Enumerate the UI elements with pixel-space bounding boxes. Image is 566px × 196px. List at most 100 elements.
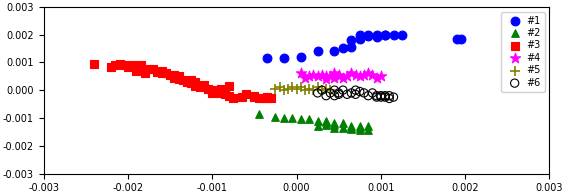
#3 — [263, 95, 272, 99]
#6 — [351, 93, 360, 96]
#1 — [372, 36, 381, 39]
#6 — [338, 89, 348, 92]
#4 — [351, 73, 360, 76]
#4 — [309, 73, 318, 76]
#5 — [309, 89, 318, 92]
#5 — [318, 89, 327, 92]
#3 — [187, 79, 196, 82]
#4 — [364, 72, 373, 75]
#3 — [191, 80, 200, 83]
Legend: #1, #2, #3, #4, #5, #6: #1, #2, #3, #4, #5, #6 — [501, 12, 544, 92]
#2 — [305, 118, 314, 121]
#3 — [182, 80, 191, 83]
#4 — [368, 73, 377, 76]
#2 — [355, 125, 365, 128]
#3 — [157, 69, 166, 72]
#2 — [347, 126, 356, 129]
#5 — [321, 87, 331, 90]
#4 — [355, 75, 365, 78]
#3 — [123, 65, 132, 68]
#6 — [372, 94, 381, 97]
#2 — [280, 116, 289, 120]
#2 — [338, 122, 348, 125]
#1 — [263, 57, 272, 60]
#3 — [136, 68, 145, 71]
#4 — [359, 73, 368, 76]
#3 — [174, 75, 183, 78]
#1 — [338, 47, 348, 50]
#2 — [364, 129, 373, 132]
#4 — [347, 72, 356, 75]
#2 — [321, 121, 331, 124]
#3 — [250, 94, 259, 97]
#6 — [330, 89, 339, 92]
#5 — [313, 86, 322, 89]
#3 — [250, 95, 259, 99]
#4 — [321, 75, 331, 78]
#1 — [347, 39, 356, 42]
#6 — [359, 91, 368, 94]
#3 — [204, 87, 213, 90]
#6 — [385, 94, 394, 97]
#4 — [372, 76, 381, 79]
#3 — [216, 87, 225, 90]
#2 — [313, 119, 322, 122]
#6 — [380, 94, 389, 97]
#6 — [368, 91, 377, 94]
#3 — [115, 62, 124, 65]
#1 — [372, 33, 381, 36]
#5 — [288, 86, 297, 89]
#3 — [258, 97, 267, 100]
#1 — [452, 37, 461, 40]
#2 — [313, 125, 322, 128]
#2 — [254, 112, 263, 115]
#2 — [321, 119, 331, 122]
#4 — [313, 75, 322, 78]
#5 — [280, 89, 289, 92]
#3 — [174, 77, 183, 81]
#3 — [111, 64, 120, 67]
#6 — [334, 93, 343, 96]
#6 — [342, 93, 351, 96]
#5 — [296, 86, 305, 89]
#3 — [220, 93, 229, 96]
#3 — [170, 76, 179, 79]
#1 — [296, 55, 305, 58]
#6 — [380, 95, 389, 99]
#1 — [280, 57, 289, 60]
#3 — [161, 72, 170, 75]
#2 — [355, 129, 365, 132]
#3 — [127, 64, 136, 67]
#6 — [376, 95, 385, 99]
#3 — [267, 97, 276, 100]
#6 — [355, 90, 365, 93]
#6 — [330, 94, 339, 97]
#2 — [364, 125, 373, 128]
#1 — [380, 33, 389, 36]
#5 — [271, 87, 280, 90]
#4 — [334, 73, 343, 76]
#6 — [326, 91, 335, 94]
#3 — [140, 72, 149, 75]
#5 — [301, 89, 310, 92]
#4 — [296, 72, 305, 75]
#6 — [385, 97, 394, 100]
#4 — [334, 75, 343, 78]
#3 — [187, 82, 196, 85]
#5 — [284, 87, 293, 90]
#3 — [136, 64, 145, 67]
#3 — [254, 97, 263, 100]
#3 — [166, 73, 175, 76]
#4 — [330, 72, 339, 75]
#6 — [313, 91, 322, 94]
#5 — [305, 87, 314, 90]
#3 — [149, 68, 158, 71]
#1 — [364, 33, 373, 36]
#2 — [330, 123, 339, 126]
#4 — [342, 75, 351, 78]
#4 — [338, 76, 348, 79]
#3 — [229, 97, 238, 100]
#3 — [191, 84, 200, 88]
#4 — [330, 76, 339, 79]
#6 — [347, 91, 356, 94]
